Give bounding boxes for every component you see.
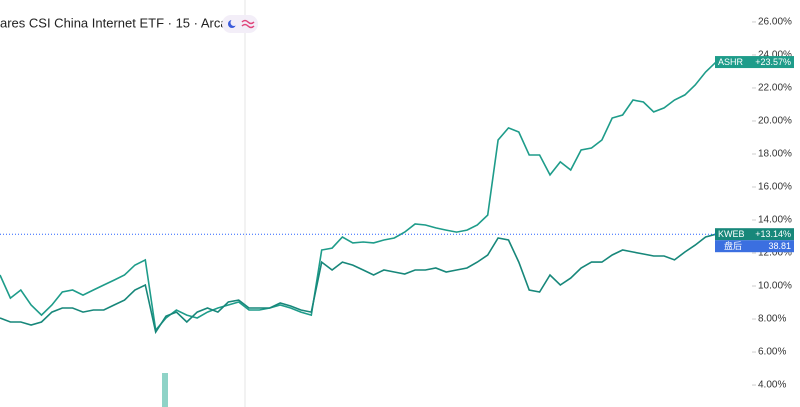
compare-icon[interactable] — [241, 19, 255, 29]
chart-title: ares CSI China Internet ETF · 15 · Arca — [0, 15, 228, 30]
y-tick-label: 26.00% — [758, 17, 792, 28]
y-tick-label: 20.00% — [758, 116, 792, 127]
volume-bar — [162, 373, 168, 407]
tag-label: +13.14% — [755, 229, 791, 239]
header-icons[interactable] — [222, 15, 258, 33]
y-tick-label: 18.00% — [758, 149, 792, 160]
y-tick-label: 4.00% — [758, 380, 786, 391]
y-tick-label: 14.00% — [758, 215, 792, 226]
y-tick-label: 8.00% — [758, 314, 786, 325]
y-tick-label: 22.00% — [758, 83, 792, 94]
series-line — [0, 61, 717, 332]
y-tick-label: 12.00% — [758, 248, 792, 259]
moon-cut — [230, 19, 238, 26]
after-hours-label: 盘后 — [724, 240, 742, 251]
after-hours-tag — [715, 240, 794, 253]
series-tag — [715, 56, 794, 69]
y-tick-label: 24.00% — [758, 50, 792, 61]
tag-label: +23.57% — [755, 57, 791, 67]
series-line — [0, 233, 717, 335]
series-tag — [715, 228, 794, 241]
after-hours-value: 38.81 — [768, 241, 791, 251]
icon-pill[interactable] — [222, 15, 258, 33]
legend-name: ASHR — [718, 57, 744, 67]
legend-name: KWEB — [718, 229, 745, 239]
y-tick-label: 16.00% — [758, 182, 792, 193]
y-tick-label: 10.00% — [758, 281, 792, 292]
y-tick-label: 6.00% — [758, 347, 786, 358]
